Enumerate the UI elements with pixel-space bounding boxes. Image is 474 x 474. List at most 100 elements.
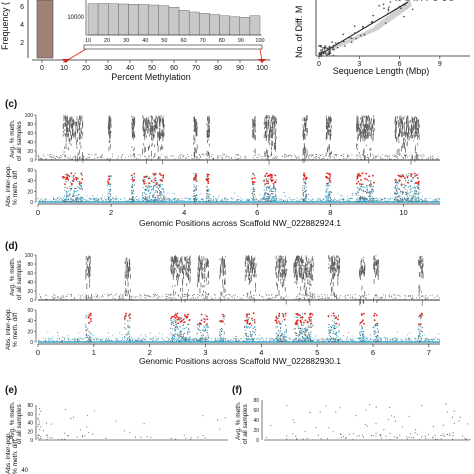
panel-d-top-point: [176, 265, 178, 268]
panel-c-bottom-point: [131, 191, 133, 193]
panel-c-bottom-point: [79, 183, 81, 186]
panel-c-top-point: [64, 146, 65, 149]
panel-c-top-point: [411, 125, 413, 131]
panel-d-top-point: [220, 264, 221, 271]
panel-c-top-point: [228, 157, 230, 159]
panel-d-top-point: [206, 261, 208, 265]
panel-c-bottom-point: [324, 201, 326, 203]
panel-c-top-point: [274, 142, 276, 148]
panel-c-top-point: [315, 157, 317, 159]
panel-d-top-point: [187, 260, 188, 264]
panel-d-top-point: [281, 273, 283, 277]
panel-d-top-point: [337, 255, 338, 258]
panel-c-top-point: [307, 128, 308, 134]
panel-d-top-point: [305, 255, 307, 260]
panel-d-top-point: [243, 295, 244, 296]
panel-c-bottom-point: [66, 194, 68, 196]
panel-c-bottom-point: [139, 201, 141, 202]
panel-d-top-point: [187, 261, 189, 264]
panel-c-bottom-point: [321, 201, 323, 203]
panel-c-top-point: [202, 154, 204, 156]
panel-c-bottom-point: [130, 199, 132, 201]
panel-c-bottom-point: [357, 195, 359, 197]
panel-c-top-point: [291, 158, 293, 160]
panel-c-top-point: [192, 158, 194, 160]
panel-c-top-point: [236, 154, 238, 156]
panel-c-bottom-point: [266, 186, 268, 188]
panel-c-top-point: [408, 130, 409, 134]
panel-c-bottom-point: [270, 180, 273, 183]
panel-d-top-point: [202, 259, 203, 262]
panel-c-top-point: [358, 156, 360, 158]
panel-c-top-point: [257, 157, 259, 159]
panel-d-top-point: [345, 299, 347, 301]
panel-c-bottom-point: [160, 197, 162, 199]
panel-d-top-point: [170, 264, 172, 270]
panel-d-top-point: [199, 257, 200, 262]
panel-c-top-point: [414, 123, 416, 129]
panel-c-top-point: [132, 134, 133, 137]
panel-c-bottom-point: [381, 199, 383, 201]
panel-c-bottom-point: [131, 183, 133, 186]
panel-c-top-point: [162, 122, 164, 128]
panel-c-top-point: [395, 119, 396, 122]
panel-c-bottom-point: [299, 200, 301, 202]
panel-c-bottom-point: [414, 187, 416, 190]
panel-d-top-point: [176, 275, 177, 281]
panel-c-top-point: [240, 156, 242, 158]
panel-c-bottom-point: [164, 198, 166, 200]
panel-c-top-point: [208, 130, 210, 134]
panel-c-bottom-point: [416, 193, 418, 195]
panel-c-top-point: [45, 158, 46, 160]
panel-d-top-point: [311, 298, 313, 300]
panel-c-bottom-point: [218, 198, 219, 200]
panel-b-point: [408, 0, 410, 1]
panel-c-top-point: [212, 158, 214, 160]
panel-c-bottom-point: [237, 198, 239, 200]
panel-c-top-point: [365, 124, 367, 129]
panel-d-top-point: [280, 264, 282, 269]
panel-d-top-point: [198, 274, 200, 280]
panel-d-top-point: [71, 298, 73, 300]
panel-c-top-point: [64, 159, 66, 160]
panel-c-top-point: [334, 157, 336, 159]
panel-c-top-point: [357, 123, 358, 130]
panel-c-bottom-point: [408, 172, 410, 174]
panel-c-top-point: [398, 149, 400, 155]
panel-c-top-point: [180, 157, 182, 159]
panel-c-bottom-point: [403, 186, 406, 188]
panel-c-top-point: [366, 115, 368, 119]
panel-c-top-point: [193, 151, 195, 157]
panel-c-bottom-point: [346, 195, 348, 197]
panel-d-top-point: [184, 256, 185, 261]
panel-d-top-point: [374, 262, 375, 267]
panel-c-bottom-point: [270, 194, 272, 196]
panel-d-top-point: [92, 297, 93, 299]
panel-c-top-point: [109, 120, 111, 126]
panel-c-top-point: [131, 127, 133, 131]
panel-c-top-point: [199, 154, 201, 156]
panel-c-top-point: [356, 125, 357, 132]
panel-d-top-point: [334, 261, 335, 266]
panel-d-top-point: [425, 294, 427, 296]
panel-d-top-point: [328, 257, 330, 262]
panel-c-top-point: [329, 157, 331, 159]
panel-d-top-point: [256, 299, 258, 301]
panel-c-top-point: [375, 157, 377, 159]
panel-c-bottom-point: [81, 197, 83, 199]
panel-c-top-point: [79, 125, 80, 130]
panel-c-top-point: [346, 157, 348, 159]
panel-c-top-point: [426, 157, 428, 159]
panel-c-top-point: [112, 153, 114, 155]
panel-c-top-point: [412, 135, 413, 139]
panel-c-top-point: [304, 129, 305, 132]
panel-c-bottom-point: [274, 187, 276, 189]
panel-d-top-point: [183, 272, 184, 276]
panel-c-top-point: [367, 118, 368, 120]
panel-c-bottom-point: [308, 201, 310, 203]
panel-c-top-point: [163, 121, 164, 126]
panel-c-bottom-point: [128, 201, 130, 203]
panel-c-top-point: [302, 124, 304, 128]
panel-c-top-point: [398, 140, 400, 144]
